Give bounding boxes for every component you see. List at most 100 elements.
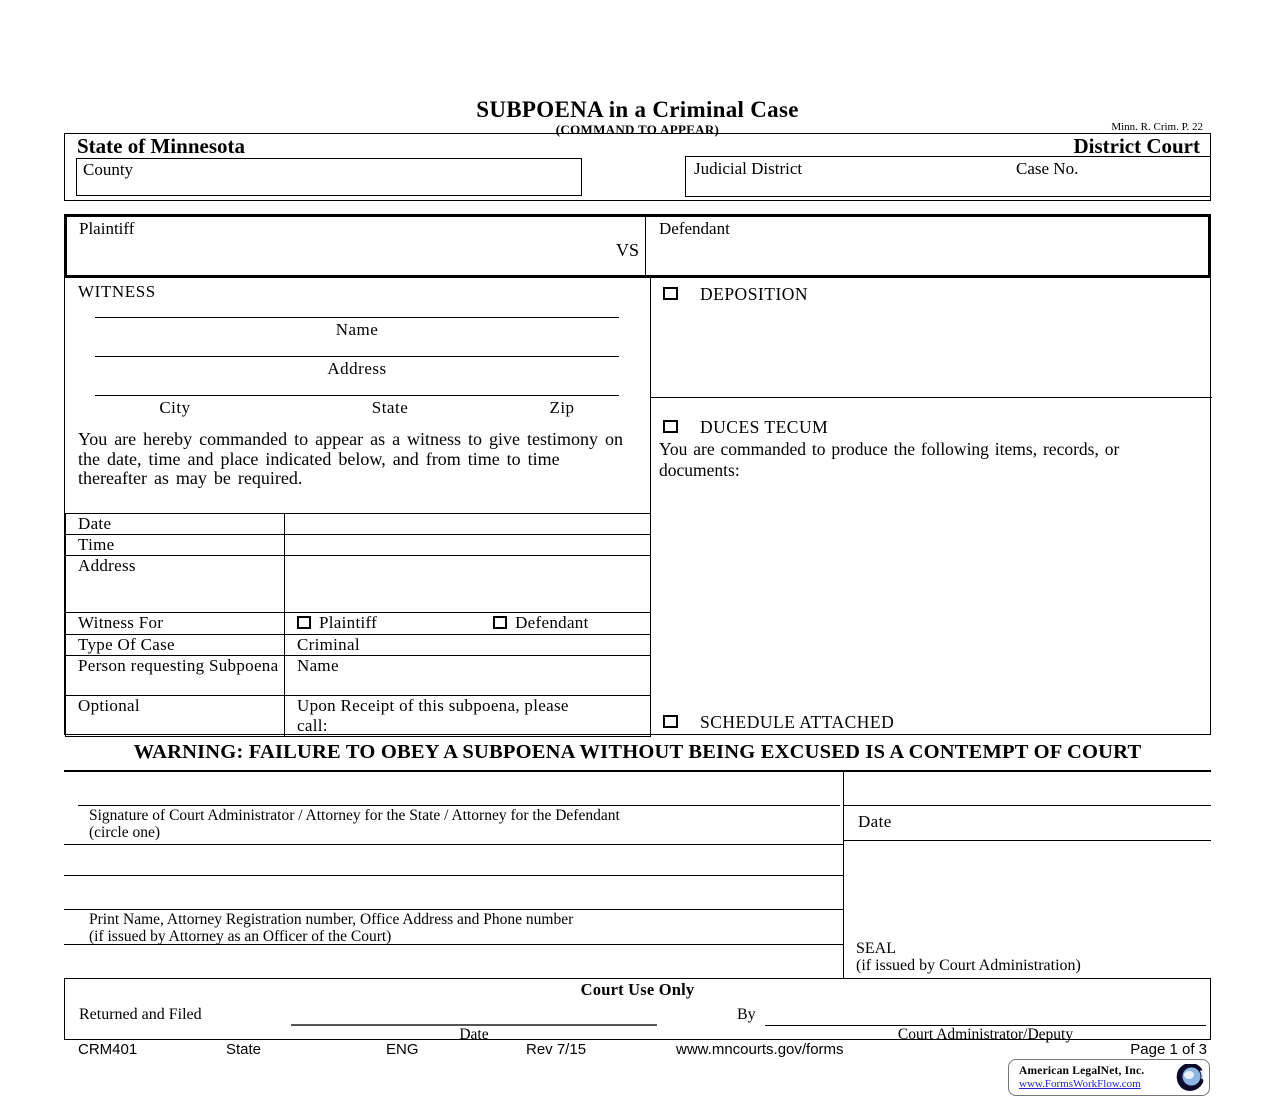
- signature-section: Signature of Court Administrator / Attor…: [64, 770, 1211, 978]
- case-no-label: Case No.: [1016, 159, 1079, 178]
- right-column-separator: [650, 397, 1212, 398]
- appearance-table: Date Time Address Witness For Plaintiff: [65, 513, 651, 737]
- witness-for-defendant-label: Defendant: [515, 613, 589, 632]
- duces-tecum-items-field[interactable]: [659, 483, 1199, 703]
- plaintiff-field[interactable]: Plaintiff: [79, 219, 134, 239]
- table-row: Optional Upon Receipt of this subpoena, …: [65, 695, 651, 737]
- witness-city-state-zip-line[interactable]: [95, 395, 619, 396]
- witness-for-plaintiff-label: Plaintiff: [319, 613, 378, 632]
- signature-date-label: Date: [858, 812, 892, 831]
- table-row: Type Of Case Criminal: [65, 634, 651, 656]
- duces-tecum-instruction: You are commanded to produce the followi…: [659, 439, 1120, 480]
- command-paragraph: You are hereby commanded to appear as a …: [78, 429, 624, 488]
- time-field[interactable]: [284, 534, 651, 556]
- form-footer: CRM401 State ENG Rev 7/15 www.mncourts.g…: [64, 1041, 1211, 1061]
- schedule-attached-label: SCHEDULE ATTACHED: [700, 712, 895, 732]
- court-use-box: Court Use Only Returned and Filed Date B…: [64, 978, 1211, 1043]
- footer-language: ENG: [386, 1041, 419, 1058]
- type-of-case-label: Type Of Case: [65, 634, 285, 656]
- returned-date-label: Date: [459, 1026, 489, 1043]
- seal-label: SEAL: [856, 940, 896, 957]
- court-use-title: Court Use Only: [580, 980, 695, 999]
- optional-row-label: Optional: [65, 695, 285, 737]
- state-label: State: [371, 398, 409, 417]
- seal-caption-line2: (if issued by Court Administration): [856, 957, 1081, 974]
- by-signature-line[interactable]: [765, 1025, 1206, 1026]
- print-name-caption-line2: (if issued by Attorney as an Officer of …: [89, 927, 392, 945]
- fill-line[interactable]: [64, 875, 843, 876]
- witness-for-plaintiff-checkbox[interactable]: [297, 616, 311, 629]
- table-row: Date: [65, 513, 651, 535]
- table-row: Witness For Plaintiff Defendant: [65, 612, 651, 635]
- district-court-label: District Court: [1073, 134, 1200, 158]
- date-row-label: Date: [65, 513, 285, 535]
- fill-line[interactable]: [64, 844, 843, 845]
- duces-tecum-row: DUCES TECUM: [663, 417, 828, 438]
- deposition-row: DEPOSITION: [663, 284, 808, 305]
- warning-banner: WARNING: FAILURE TO OBEY A SUBPOENA WITH…: [133, 741, 1142, 763]
- footer-url: www.mncourts.gov/forms: [676, 1041, 844, 1058]
- fill-line[interactable]: [64, 944, 843, 945]
- returned-date-line[interactable]: [291, 1024, 657, 1026]
- witness-name-label: Name: [335, 320, 379, 339]
- rule-reference: Minn. R. Crim. P. 22: [1111, 121, 1203, 133]
- duces-tecum-label: DUCES TECUM: [700, 417, 829, 437]
- deposition-checkbox[interactable]: [663, 287, 678, 300]
- table-row: Address: [65, 555, 651, 613]
- plaintiff-label: Plaintiff: [79, 219, 135, 238]
- witness-address-line[interactable]: [95, 356, 619, 357]
- vs-label: VS: [615, 240, 639, 260]
- optional-instruction: Upon Receipt of this subpoena, please ca…: [297, 696, 569, 735]
- county-label: County: [83, 160, 134, 179]
- footer-revision: Rev 7/15: [526, 1041, 587, 1058]
- schedule-attached-row: SCHEDULE ATTACHED: [663, 712, 894, 733]
- seal-top-line: [843, 840, 1211, 841]
- legalnet-link[interactable]: www.FormsWorkFlow.com: [1019, 1077, 1141, 1090]
- footer-state: State: [226, 1041, 262, 1058]
- parties-divider: [645, 217, 646, 275]
- schedule-attached-checkbox[interactable]: [663, 715, 678, 728]
- signature-line[interactable]: [78, 805, 840, 806]
- form-title: SUBPOENA in a Criminal Case: [476, 97, 799, 122]
- print-name-line[interactable]: [64, 909, 843, 910]
- form-id: CRM401: [78, 1041, 138, 1058]
- column-divider: [650, 278, 651, 733]
- defendant-field[interactable]: Defendant: [659, 219, 730, 239]
- court-administrator-label: Court Administrator/Deputy: [897, 1026, 1074, 1043]
- globe-icon: [1176, 1063, 1204, 1091]
- court-header-box: State of Minnesota District Court County…: [64, 133, 1211, 201]
- witness-address-label: Address: [327, 359, 387, 378]
- person-requesting-field[interactable]: Name: [284, 655, 651, 696]
- parties-box: Plaintiff VS Defendant: [64, 214, 1211, 278]
- signature-caption: Signature of Court Administrator / Attor…: [89, 807, 829, 841]
- county-field[interactable]: County: [76, 158, 582, 196]
- zip-label: Zip: [549, 398, 575, 417]
- address-row-label: Address: [65, 555, 285, 613]
- judicial-district-field[interactable]: Judicial District Case No.: [685, 156, 1211, 197]
- witness-name-line[interactable]: [95, 317, 619, 318]
- person-requesting-name-label: Name: [297, 656, 339, 675]
- signature-caption-line2: (circle one): [89, 823, 160, 841]
- signature-divider: [843, 772, 844, 978]
- table-row: Person requesting Subpoena Name: [65, 655, 651, 696]
- time-row-label: Time: [65, 534, 285, 556]
- person-requesting-label: Person requesting Subpoena: [65, 655, 285, 696]
- state-label: State of Minnesota: [77, 134, 245, 158]
- footer-page-number: Page 1 of 3: [1130, 1041, 1207, 1058]
- date-field[interactable]: [284, 513, 651, 535]
- city-label: City: [159, 398, 191, 417]
- duces-tecum-checkbox[interactable]: [663, 420, 678, 433]
- witness-for-defendant-checkbox[interactable]: [493, 616, 508, 629]
- seal-caption: SEAL (if issued by Court Administration): [856, 940, 1081, 974]
- table-row: Time: [65, 534, 651, 556]
- witness-section-box: WITNESS Name Address City State Zip You …: [64, 278, 1212, 737]
- date-line[interactable]: [843, 805, 1211, 806]
- deposition-label: DEPOSITION: [700, 284, 809, 304]
- appearance-address-field[interactable]: [284, 555, 651, 613]
- defendant-label: Defendant: [659, 219, 730, 238]
- legalnet-name: American LegalNet, Inc.: [1019, 1064, 1145, 1077]
- optional-field[interactable]: Upon Receipt of this subpoena, please ca…: [284, 695, 651, 737]
- witness-for-label: Witness For: [65, 612, 285, 635]
- type-of-case-value: Criminal: [284, 634, 651, 656]
